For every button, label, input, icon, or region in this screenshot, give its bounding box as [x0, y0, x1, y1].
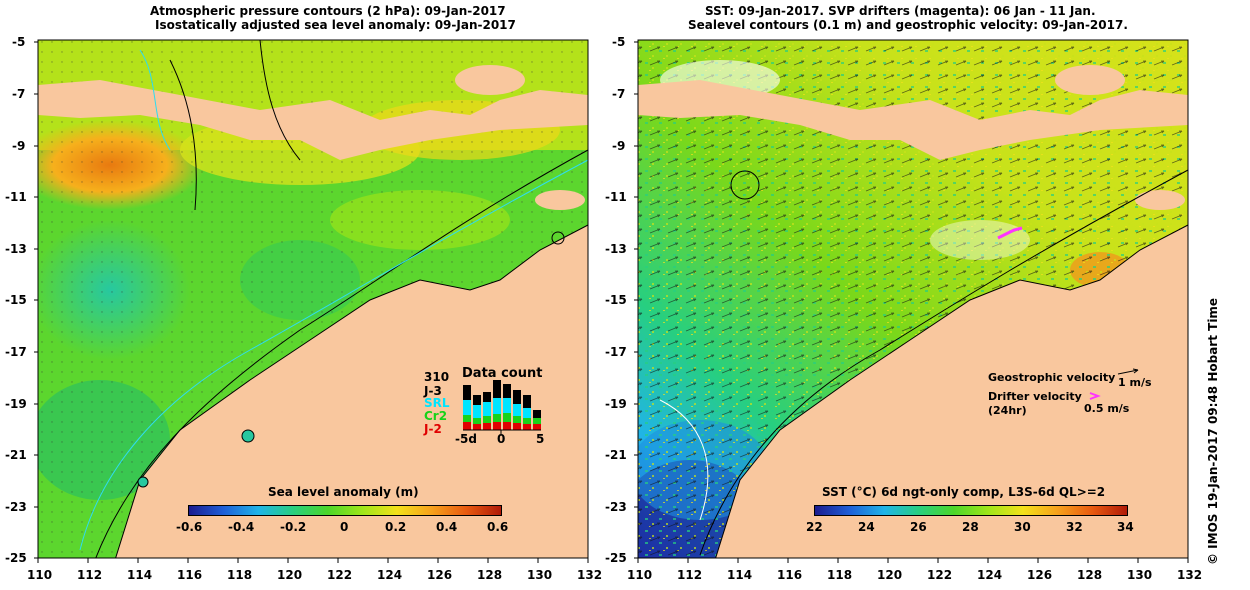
right-ytick: -7: [612, 87, 626, 101]
left-ytick: -15: [5, 293, 27, 307]
left-title-2: Isostatically adjusted sea level anomaly…: [155, 18, 516, 32]
left-xtick: 116: [177, 568, 203, 582]
left-ytick: -7: [12, 87, 26, 101]
right-ytick: -11: [605, 190, 627, 204]
geostrophic-velocity-label: Geostrophic velocity: [988, 371, 1116, 384]
left-ytick: -17: [5, 345, 27, 359]
right-x-axis: [637, 558, 1189, 563]
right-xtick: 122: [927, 568, 953, 582]
right-ytick: -23: [605, 500, 627, 514]
right-xtick: 114: [727, 568, 753, 582]
left-xtick: 118: [227, 568, 253, 582]
left-ytick: -25: [5, 551, 27, 565]
right-colorbar-tick: 24: [858, 520, 875, 534]
drifter-velocity-scale: 0.5 m/s: [1084, 402, 1130, 415]
right-land-australia: [715, 225, 1188, 558]
left-colorbar-tick: -0.4: [228, 520, 255, 534]
left-land-australia: [115, 225, 588, 558]
right-title-1: SST: 09-Jan-2017. SVP drifters (magenta)…: [705, 4, 1096, 18]
left-map: [34, 39, 589, 563]
right-colorbar: [814, 505, 1128, 516]
data-count-label-j2: J-2: [424, 422, 442, 436]
left-map-field: [38, 40, 588, 558]
left-colorbar-tick: -0.6: [176, 520, 203, 534]
right-colorbar-tick: 30: [1014, 520, 1031, 534]
left-colorbar-tick: 0.6: [487, 520, 509, 534]
left-ytick: -5: [12, 35, 26, 49]
left-ytick: -13: [5, 242, 27, 256]
left-ytick: -9: [12, 139, 26, 153]
data-count-xtick: -5d: [455, 432, 477, 446]
left-title-1: Atmospheric pressure contours (2 hPa): 0…: [150, 4, 506, 18]
right-xtick: 110: [627, 568, 653, 582]
right-xtick: 118: [827, 568, 853, 582]
left-colorbar-tick: 0.2: [385, 520, 407, 534]
data-count-label-cr2: Cr2: [424, 409, 448, 423]
right-colorbar-tick: 34: [1117, 520, 1134, 534]
left-ytick: -11: [5, 190, 27, 204]
right-colorbar-tick: 32: [1066, 520, 1083, 534]
left-ytick: -21: [5, 448, 27, 462]
right-xtick: 112: [677, 568, 703, 582]
data-count-label-j3: J-3: [424, 384, 442, 398]
right-ytick: -15: [605, 293, 627, 307]
drifter-velocity-sub: (24hr): [988, 404, 1027, 417]
drifter-track: [997, 226, 1023, 240]
left-xtick: 112: [77, 568, 103, 582]
left-colorbar-title: Sea level anomaly (m): [268, 485, 419, 499]
right-xtick: 124: [977, 568, 1003, 582]
data-count-xtick: 5: [536, 432, 545, 446]
right-ytick: -25: [605, 551, 627, 565]
left-xtick: 122: [327, 568, 353, 582]
left-xtick: 114: [127, 568, 153, 582]
right-colorbar-tick: 28: [962, 520, 979, 534]
data-count-xtick: 0: [497, 432, 506, 446]
left-y-axis: [34, 41, 38, 559]
geostrophic-velocity-scale: 1 m/s: [1118, 376, 1152, 389]
right-ytick: -13: [605, 242, 627, 256]
left-x-axis: [37, 558, 589, 563]
right-y-axis: [634, 41, 638, 559]
right-xtick: 128: [1077, 568, 1103, 582]
data-count-label-srl: SRL: [424, 396, 450, 410]
left-ytick: -19: [5, 397, 27, 411]
right-land-islands: [638, 80, 1188, 160]
right-xtick: 116: [777, 568, 803, 582]
imos-stamp: © IMOS 19-Jan-2017 09:48 Hobart Time: [1206, 297, 1220, 565]
right-ytick: -21: [605, 448, 627, 462]
left-xtick: 124: [377, 568, 403, 582]
left-xtick: 128: [477, 568, 503, 582]
right-ytick: -5: [612, 35, 626, 49]
left-colorbar-tick: -0.2: [280, 520, 307, 534]
left-land-islands: [38, 80, 588, 160]
data-count-bars: [463, 380, 541, 434]
left-colorbar-tick: 0: [340, 520, 349, 534]
right-ytick: -17: [605, 345, 627, 359]
right-xtick: 130: [1127, 568, 1153, 582]
left-colorbar: [188, 505, 502, 516]
left-xtick: 126: [427, 568, 453, 582]
velocity-legend-arrows: [1089, 368, 1139, 400]
left-ytick: -23: [5, 500, 27, 514]
right-ytick: -9: [612, 139, 626, 153]
left-xtick: 110: [27, 568, 53, 582]
left-xtick: 120: [277, 568, 303, 582]
right-xtick: 126: [1027, 568, 1053, 582]
right-map-field: [638, 40, 1188, 558]
data-count-title: Data count: [462, 366, 543, 381]
left-xtick: 130: [527, 568, 553, 582]
right-xtick: 120: [877, 568, 903, 582]
drifter-velocity-label: Drifter velocity: [988, 390, 1082, 403]
left-colorbar-tick: 0.4: [436, 520, 458, 534]
data-count-label-310: 310: [424, 370, 450, 384]
left-xtick: 132: [577, 568, 603, 582]
right-colorbar-tick: 26: [910, 520, 927, 534]
right-xtick: 132: [1177, 568, 1203, 582]
right-title-2: Sealevel contours (0.1 m) and geostrophi…: [688, 18, 1128, 32]
right-ytick: -19: [605, 397, 627, 411]
right-colorbar-tick: 22: [806, 520, 823, 534]
right-colorbar-title: SST (°C) 6d ngt-only comp, L3S-6d QL>=2: [822, 485, 1106, 499]
